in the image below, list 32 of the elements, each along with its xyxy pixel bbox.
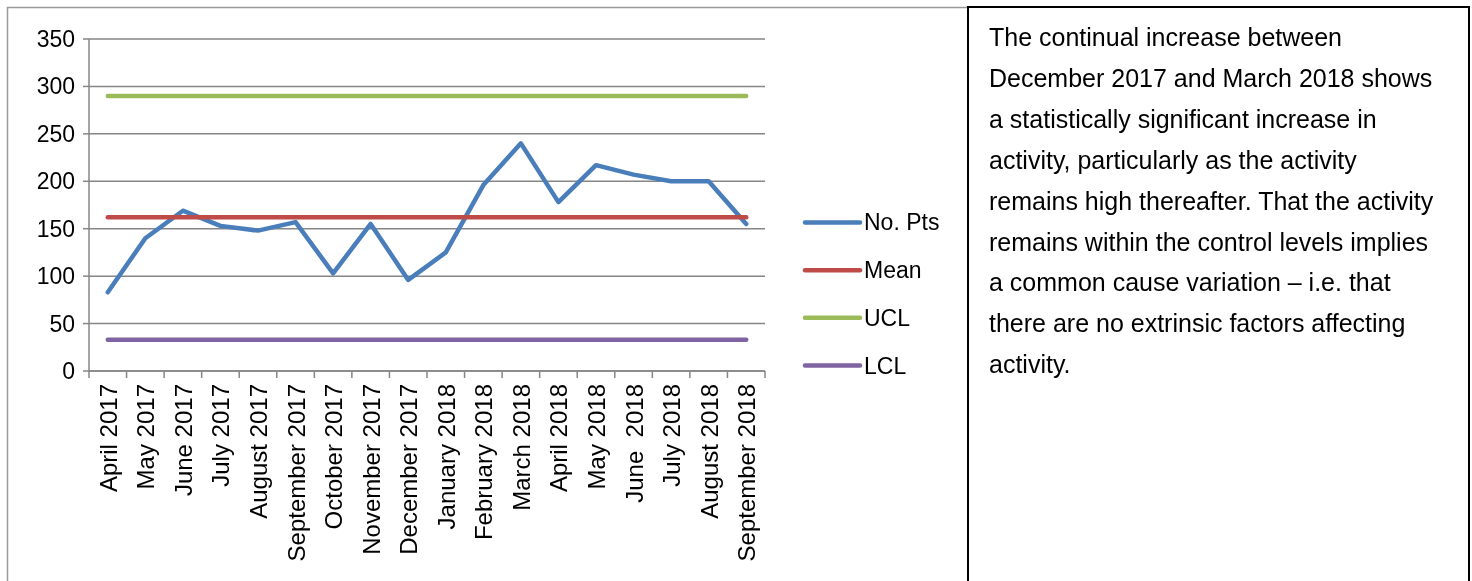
y-tick-label: 100 [36,263,75,290]
legend-label: UCL [864,304,911,331]
legend-label: No. Pts [864,209,940,236]
legend-label: LCL [864,352,907,379]
x-tick-label: April 2017 [94,384,122,493]
x-tick-label: December 2017 [394,384,422,555]
y-tick-label: 300 [36,73,75,100]
y-tick-label: 0 [62,358,75,384]
x-tick-label: January 2018 [432,384,460,530]
x-tick-label: July 2017 [206,384,234,487]
x-tick-label: May 2018 [582,384,610,490]
x-tick-label: September 2017 [282,384,310,562]
x-tick-label: February 2018 [469,384,497,541]
x-tick-label: March 2018 [507,384,535,511]
x-tick-label: August 2018 [695,384,723,519]
x-tick-label: August 2017 [244,384,272,519]
line-series [105,141,749,295]
y-tick-label: 350 [36,26,75,52]
x-tick-label: October 2017 [319,384,347,530]
text: The continual increase between December 2017 and March 2018 shows a statistically significant increase in activity, particularly as the activity remains high thereafter. That the activity remains within the control levels implies a common cause variation – i.e. that there are no extrinsic factors affecting activity. [989,23,1434,379]
x-tick-label: April 2018 [544,384,572,493]
x-tick-label: September 2018 [732,384,760,562]
x-tick-label: July 2018 [657,384,685,487]
x-tick-label: June 2017 [169,384,197,497]
legend-label: Mean [864,257,922,284]
y-tick-label: 250 [36,120,75,147]
y-tick-label: 200 [36,168,75,195]
x-tick-label: November 2017 [357,384,385,555]
x-tick-label: June 2018 [620,384,648,503]
x-tick-label: May 2017 [131,384,159,490]
y-tick-label: 50 [49,310,75,337]
y-tick-label: 150 [36,215,75,242]
